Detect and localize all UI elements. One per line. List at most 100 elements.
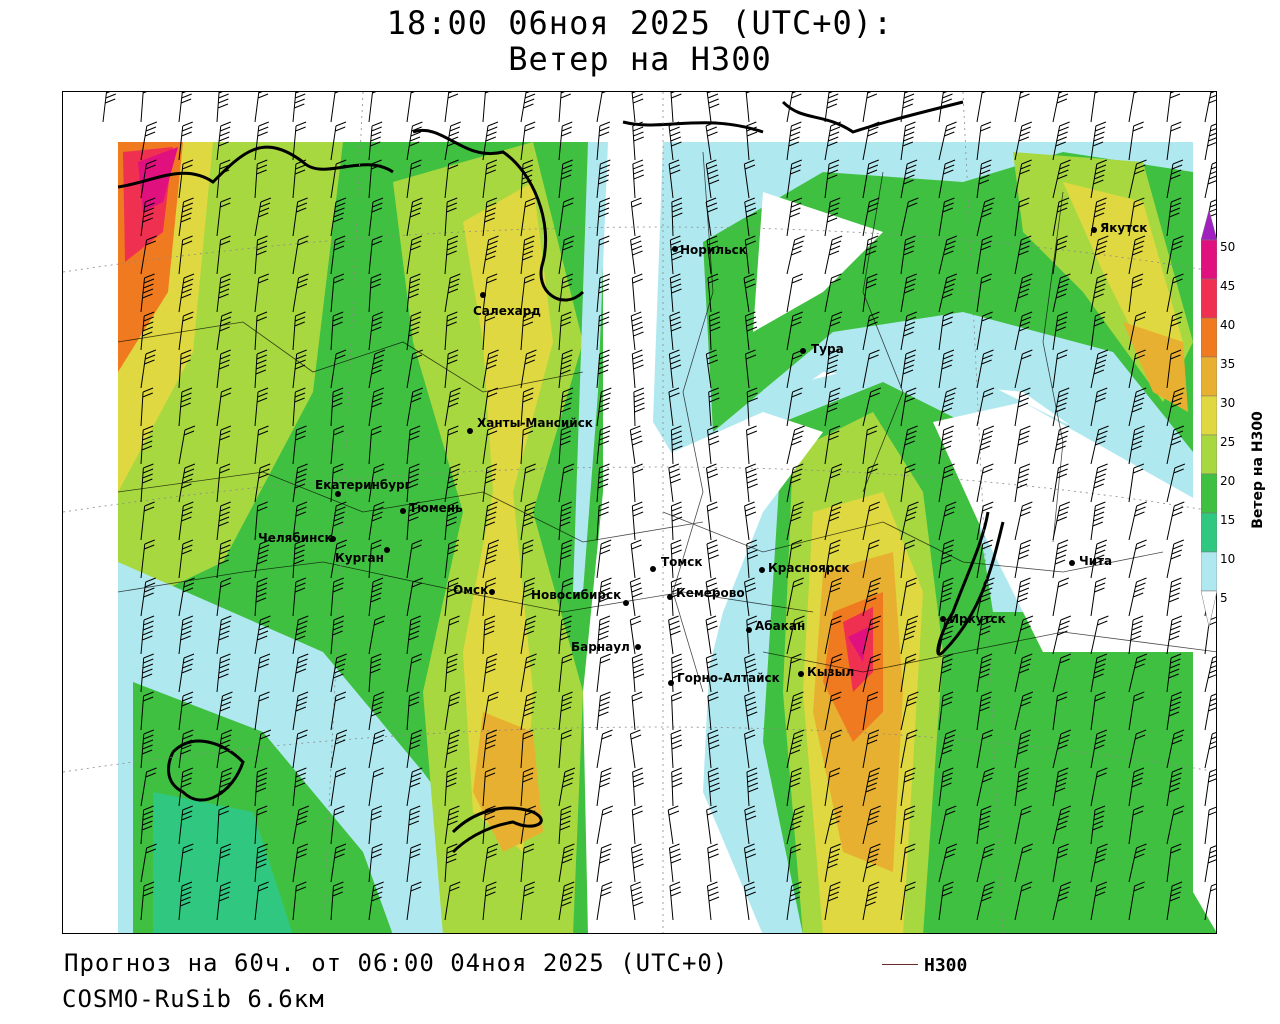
city-dot-tomsk [650,566,656,572]
city-dot-chelyabinsk [330,536,336,542]
wind-barb [330,349,347,389]
wind-barb [368,881,384,921]
wind-barb [900,235,916,275]
wind-barb [444,425,459,465]
wind-barb [596,197,610,237]
wind-barb [140,463,154,503]
wind-barb [178,159,194,199]
wind-barb [1090,349,1109,389]
wind-barb [140,805,154,845]
wind-barb [862,159,879,199]
wind-barb [140,539,155,579]
chart-title-variable: Ветер на H300 [508,40,772,78]
wind-barb [254,539,271,579]
wind-barb [596,121,611,161]
wind-barb [406,501,420,541]
city-dot-novosibirsk [623,600,629,606]
colorbar-segment [1201,317,1217,358]
city-dot-kyzyl [798,671,804,677]
wind-barb [668,159,681,199]
wind-barb [292,159,307,199]
wind-barb [178,577,195,617]
wind-barb [368,729,385,769]
wind-barb [368,463,385,503]
wind-barb [1166,577,1182,617]
wind-barb [1204,845,1216,883]
wind-barb [482,425,498,465]
wind-barb [482,92,490,123]
wind-barb [786,463,804,503]
wind-barb [1090,501,1106,541]
wind-barb [976,615,993,655]
wind-barb [444,501,459,541]
wind-barb [254,653,271,693]
wind-barb [976,653,993,693]
wind-barb [1090,235,1109,275]
wind-barb [140,197,156,237]
wind-barb [632,159,644,199]
wind-barb [444,843,458,883]
wind-barb [482,843,499,883]
wind-barb [292,273,309,313]
colorbar-arrow-top [1201,210,1217,241]
wind-barb [216,463,231,503]
wind-barb [140,425,154,465]
wind-barb [1052,881,1072,921]
wind-barb [900,159,918,199]
wind-barb [746,767,759,807]
wind-barb [596,501,610,541]
colorbar-tick-50: 50 [1220,240,1236,254]
wind-barb [558,577,574,617]
wind-barb [743,881,756,921]
wind-barb [368,767,385,807]
wind-barb [596,235,610,275]
wind-barb [254,881,269,921]
wind-barb [1014,501,1033,541]
wind-barb [900,729,918,769]
wind-barb [708,387,720,427]
wind-barb [1128,121,1144,161]
wind-barb [900,273,917,313]
wind-barb [862,121,880,161]
wind-barb [707,843,719,883]
wind-barb [938,387,957,427]
wind-barb [368,653,382,693]
wind-barb [1128,349,1146,389]
wind-barb [1014,463,1031,503]
wind-barb [178,501,194,541]
wind-barb [1090,767,1108,807]
wind-barb [520,159,534,199]
wind-barb [1204,883,1216,921]
wind-barb [900,577,917,617]
wind-barb [520,577,536,617]
wind-barb [444,729,460,769]
wind-barb [824,349,840,389]
wind-barb [976,881,995,921]
wind-barb [1128,539,1147,579]
wind-barb [976,349,994,389]
wind-barb [1090,197,1107,237]
colorbar-tick-5: 5 [1220,591,1228,605]
wind-barb [900,539,916,579]
wind-barb [1204,161,1216,199]
wind-barb [216,121,231,161]
wind-barb [406,805,421,845]
wind-barb [444,349,459,389]
wind-barb [900,501,919,541]
wind-barb [786,767,802,807]
wind-barb [254,805,268,845]
wind-barb [178,729,194,769]
wind-barb [976,729,994,769]
wind-barb [482,159,498,199]
wind-barb [330,311,344,351]
wind-barb [938,92,953,123]
wind-barb [1052,767,1069,807]
wind-barb [1128,843,1147,883]
wind-barb [632,121,644,161]
wind-barb [667,805,680,845]
wind-barb [1166,539,1185,579]
wind-barb [330,92,339,123]
colorbar-segment [1201,356,1217,397]
wind-barb [1052,653,1072,693]
wind-barb [1014,767,1030,807]
